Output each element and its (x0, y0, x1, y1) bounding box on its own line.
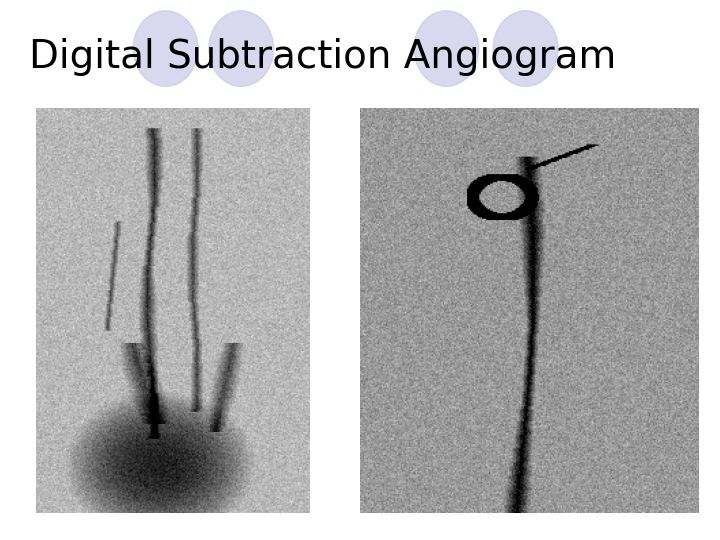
Ellipse shape (493, 11, 558, 86)
Ellipse shape (414, 11, 479, 86)
Text: RCA: RCA (94, 234, 119, 247)
Text: AA: AA (169, 390, 186, 403)
Text: Digital Subtraction Angiogram: Digital Subtraction Angiogram (29, 38, 616, 76)
Ellipse shape (133, 11, 198, 86)
Ellipse shape (209, 11, 274, 86)
Text: IA: IA (140, 318, 153, 330)
